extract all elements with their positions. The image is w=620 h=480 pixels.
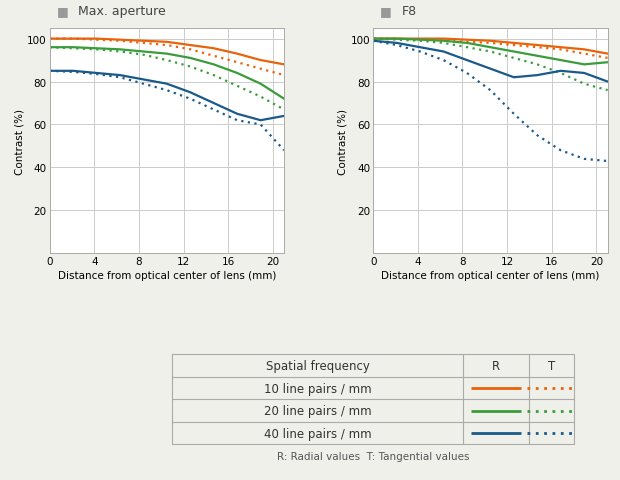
Text: F8: F8 [401,5,417,18]
Text: R: Radial values  T: Tangential values: R: Radial values T: Tangential values [277,451,469,461]
Y-axis label: Contrast (%): Contrast (%) [338,108,348,174]
Text: Max. aperture: Max. aperture [78,5,166,18]
Text: ■: ■ [380,5,392,18]
Text: 40 line pairs / mm: 40 line pairs / mm [264,427,371,440]
Y-axis label: Contrast (%): Contrast (%) [14,108,24,174]
Text: R: R [492,360,500,372]
Text: T: T [548,360,556,372]
X-axis label: Distance from optical center of lens (mm): Distance from optical center of lens (mm… [381,271,600,281]
Text: 20 line pairs / mm: 20 line pairs / mm [264,404,371,417]
X-axis label: Distance from optical center of lens (mm): Distance from optical center of lens (mm… [58,271,276,281]
Text: Spatial frequency: Spatial frequency [265,360,370,372]
Text: ■: ■ [56,5,68,18]
Text: 10 line pairs / mm: 10 line pairs / mm [264,382,371,395]
